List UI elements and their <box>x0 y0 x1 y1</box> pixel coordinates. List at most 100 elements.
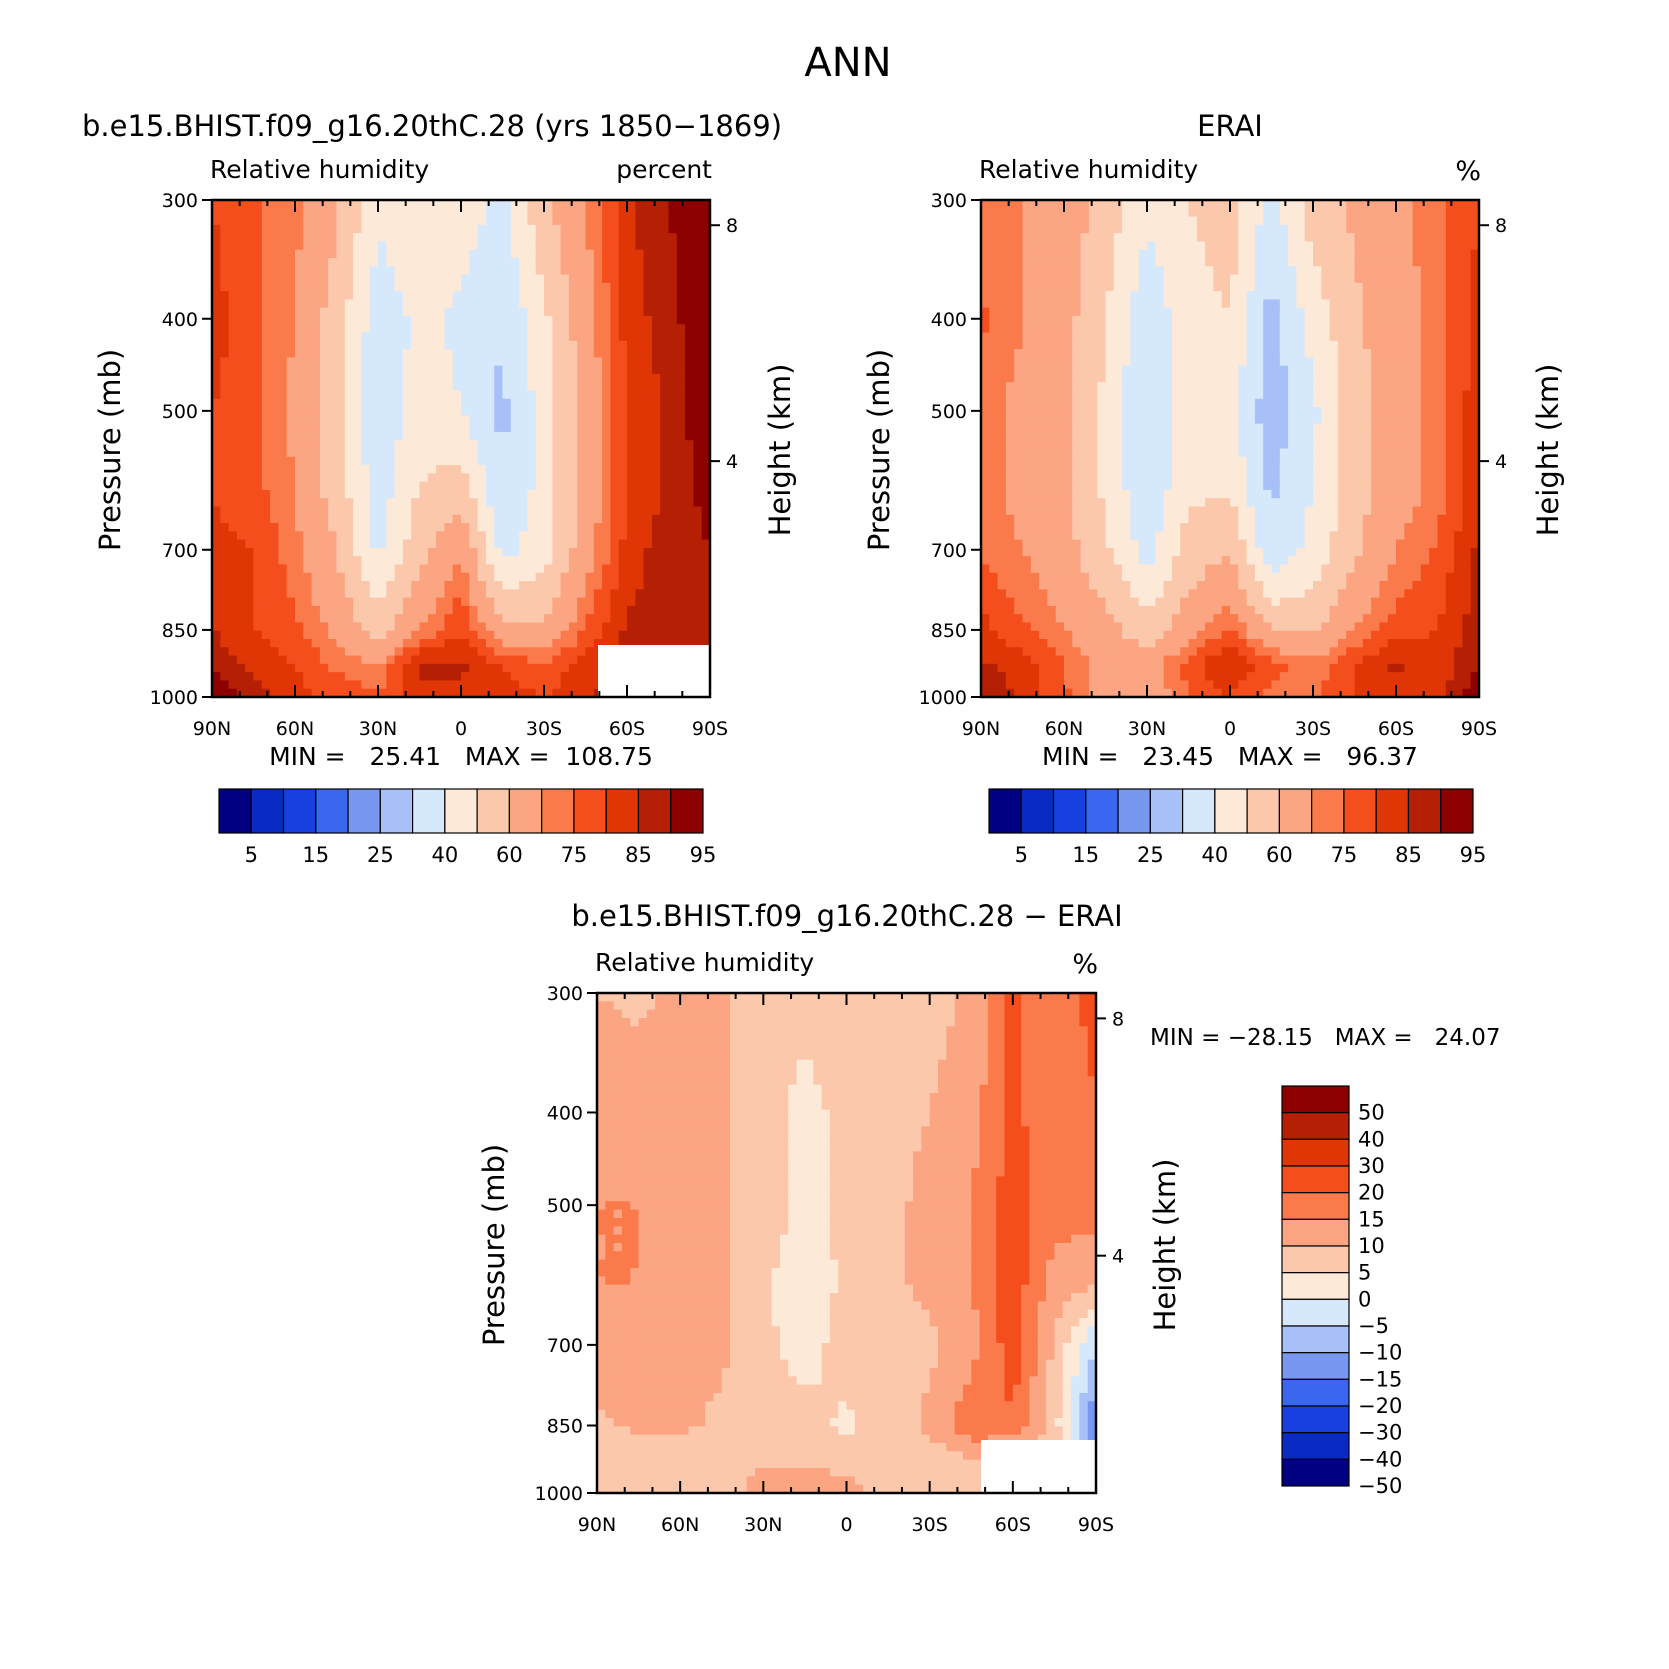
field-cell <box>610 332 620 342</box>
field-cell <box>651 241 661 251</box>
field-cell <box>552 266 562 276</box>
field-cell <box>1147 282 1156 292</box>
field-cell <box>1321 208 1331 218</box>
field-cell <box>1030 365 1040 375</box>
field-cell <box>344 216 354 226</box>
field-cell <box>1097 266 1107 276</box>
field-cell <box>1014 200 1024 209</box>
field-cell <box>635 315 645 325</box>
field-cell <box>236 357 246 367</box>
field-cell <box>253 423 263 433</box>
field-cell <box>295 605 304 615</box>
field-cell <box>535 224 545 234</box>
field-cell <box>1337 200 1347 209</box>
field-cell <box>989 241 999 251</box>
field-cell <box>319 531 329 541</box>
field-cell <box>311 564 321 574</box>
field-cell <box>660 266 670 276</box>
field-cell <box>1354 324 1364 334</box>
field-cell <box>577 465 587 474</box>
field-cell <box>502 539 512 549</box>
field-cell <box>236 622 246 632</box>
field-cell <box>519 332 528 342</box>
field-cell <box>651 349 661 358</box>
field-cell <box>419 282 429 292</box>
field-cell <box>402 382 412 392</box>
field-cell <box>635 249 645 259</box>
field-cell <box>452 506 462 516</box>
field-cell <box>361 448 371 458</box>
field-cell <box>535 456 545 466</box>
field-cell <box>1196 307 1206 317</box>
field-cell <box>344 357 354 367</box>
field-cell <box>452 572 462 582</box>
field-cell <box>436 249 445 259</box>
field-cell <box>253 506 263 516</box>
field-cell <box>635 216 645 226</box>
field-cell <box>627 523 636 532</box>
field-cell <box>419 208 429 218</box>
field-cell <box>685 423 694 433</box>
field-cell <box>295 315 304 325</box>
field-cell <box>568 224 578 234</box>
field-cell <box>701 349 710 358</box>
field-cell <box>444 473 454 483</box>
field-cell <box>361 340 371 350</box>
field-cell <box>1354 216 1364 226</box>
field-cell <box>635 415 645 425</box>
field-cell <box>212 523 221 532</box>
field-cell <box>610 531 620 541</box>
field-cell <box>245 398 255 408</box>
field-cell <box>1288 324 1297 334</box>
field-cell <box>270 506 279 516</box>
colorbar-swatch <box>315 788 349 834</box>
field-cell <box>253 514 263 524</box>
field-cell <box>1246 349 1256 358</box>
field-cell <box>510 605 520 615</box>
field-cell <box>1470 249 1479 259</box>
field-cell <box>510 357 520 367</box>
field-cell <box>319 423 329 433</box>
field-cell <box>502 481 512 491</box>
field-cell <box>270 382 279 392</box>
field-cell <box>693 564 703 574</box>
field-cell <box>220 407 230 416</box>
field-cell <box>427 489 437 499</box>
field-cell <box>245 365 255 375</box>
field-cell <box>535 539 545 549</box>
field-cell <box>1113 233 1123 243</box>
field-cell <box>1030 307 1040 317</box>
field-cell <box>1279 249 1289 259</box>
field-cell <box>1097 357 1107 367</box>
field-cell <box>1105 282 1115 292</box>
field-cell <box>1221 324 1231 334</box>
field-cell <box>427 547 437 557</box>
field-cell <box>286 647 296 657</box>
field-cell <box>1205 307 1214 317</box>
field-cell <box>981 257 990 267</box>
field-cell <box>1429 200 1439 209</box>
field-cell <box>361 630 371 640</box>
field-cell <box>278 415 288 425</box>
field-cell <box>261 431 271 441</box>
field-cell <box>436 365 445 375</box>
field-cell <box>568 382 578 392</box>
field-cell <box>1329 208 1339 218</box>
field-cell <box>1130 340 1140 350</box>
field-cell <box>220 291 230 300</box>
field-cell <box>452 291 462 300</box>
field-cell <box>436 655 445 665</box>
field-cell <box>386 506 396 516</box>
field-cell <box>328 473 338 483</box>
field-cell <box>502 647 512 657</box>
field-cell <box>452 257 462 267</box>
field-cell <box>1271 266 1281 276</box>
field-cell <box>1064 200 1073 209</box>
field-cell <box>627 622 636 632</box>
field-cell <box>311 688 321 697</box>
field-cell <box>1321 349 1331 358</box>
field-cell <box>635 324 645 334</box>
field-cell <box>311 241 321 251</box>
field-cell <box>585 498 595 508</box>
field-cell <box>1362 291 1372 300</box>
